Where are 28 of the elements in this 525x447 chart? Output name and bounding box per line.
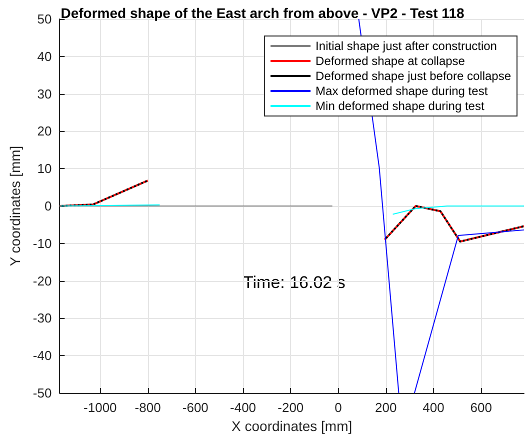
y-tick-label: -40 [32,348,52,364]
x-tick-label: -400 [230,400,256,415]
legend-label: Max deformed shape during test [316,84,488,98]
legend-label: Deformed shape just before collapse [316,69,512,83]
x-tick-label: 0 [334,400,342,415]
y-axis-title: Y coordinates [mm] [7,146,23,266]
x-axis-title: X coordinates [mm] [232,418,352,434]
legend-label: Initial shape just after construction [316,39,497,53]
y-tick-label: 40 [37,48,52,64]
y-tick-label: -10 [32,236,52,251]
x-tick-label: 600 [470,400,492,415]
x-tick-label: -600 [182,400,208,415]
y-tick-label: -30 [32,310,52,326]
x-tick-label: -200 [278,400,304,415]
x-tick-label: -1000 [84,400,117,415]
chart-title: Deformed shape of the East arch from above - VP2 - Test 118 [60,5,464,21]
y-tick-label: -50 [32,386,52,400]
x-tick-label: -800 [134,400,161,415]
x-tick-label: 400 [422,400,444,415]
y-tick-label: 0 [44,198,52,214]
y-tick-label: -20 [32,273,52,288]
x-tick-label: 200 [375,400,397,415]
y-tick-label: 30 [37,86,52,102]
legend-label: Min deformed shape during test [316,99,485,113]
legend-label: Deformed shape at collapse [316,54,466,68]
y-tick-label: 10 [37,161,52,176]
y-tick-label: 20 [37,124,52,139]
y-tick-label: 50 [37,12,52,26]
